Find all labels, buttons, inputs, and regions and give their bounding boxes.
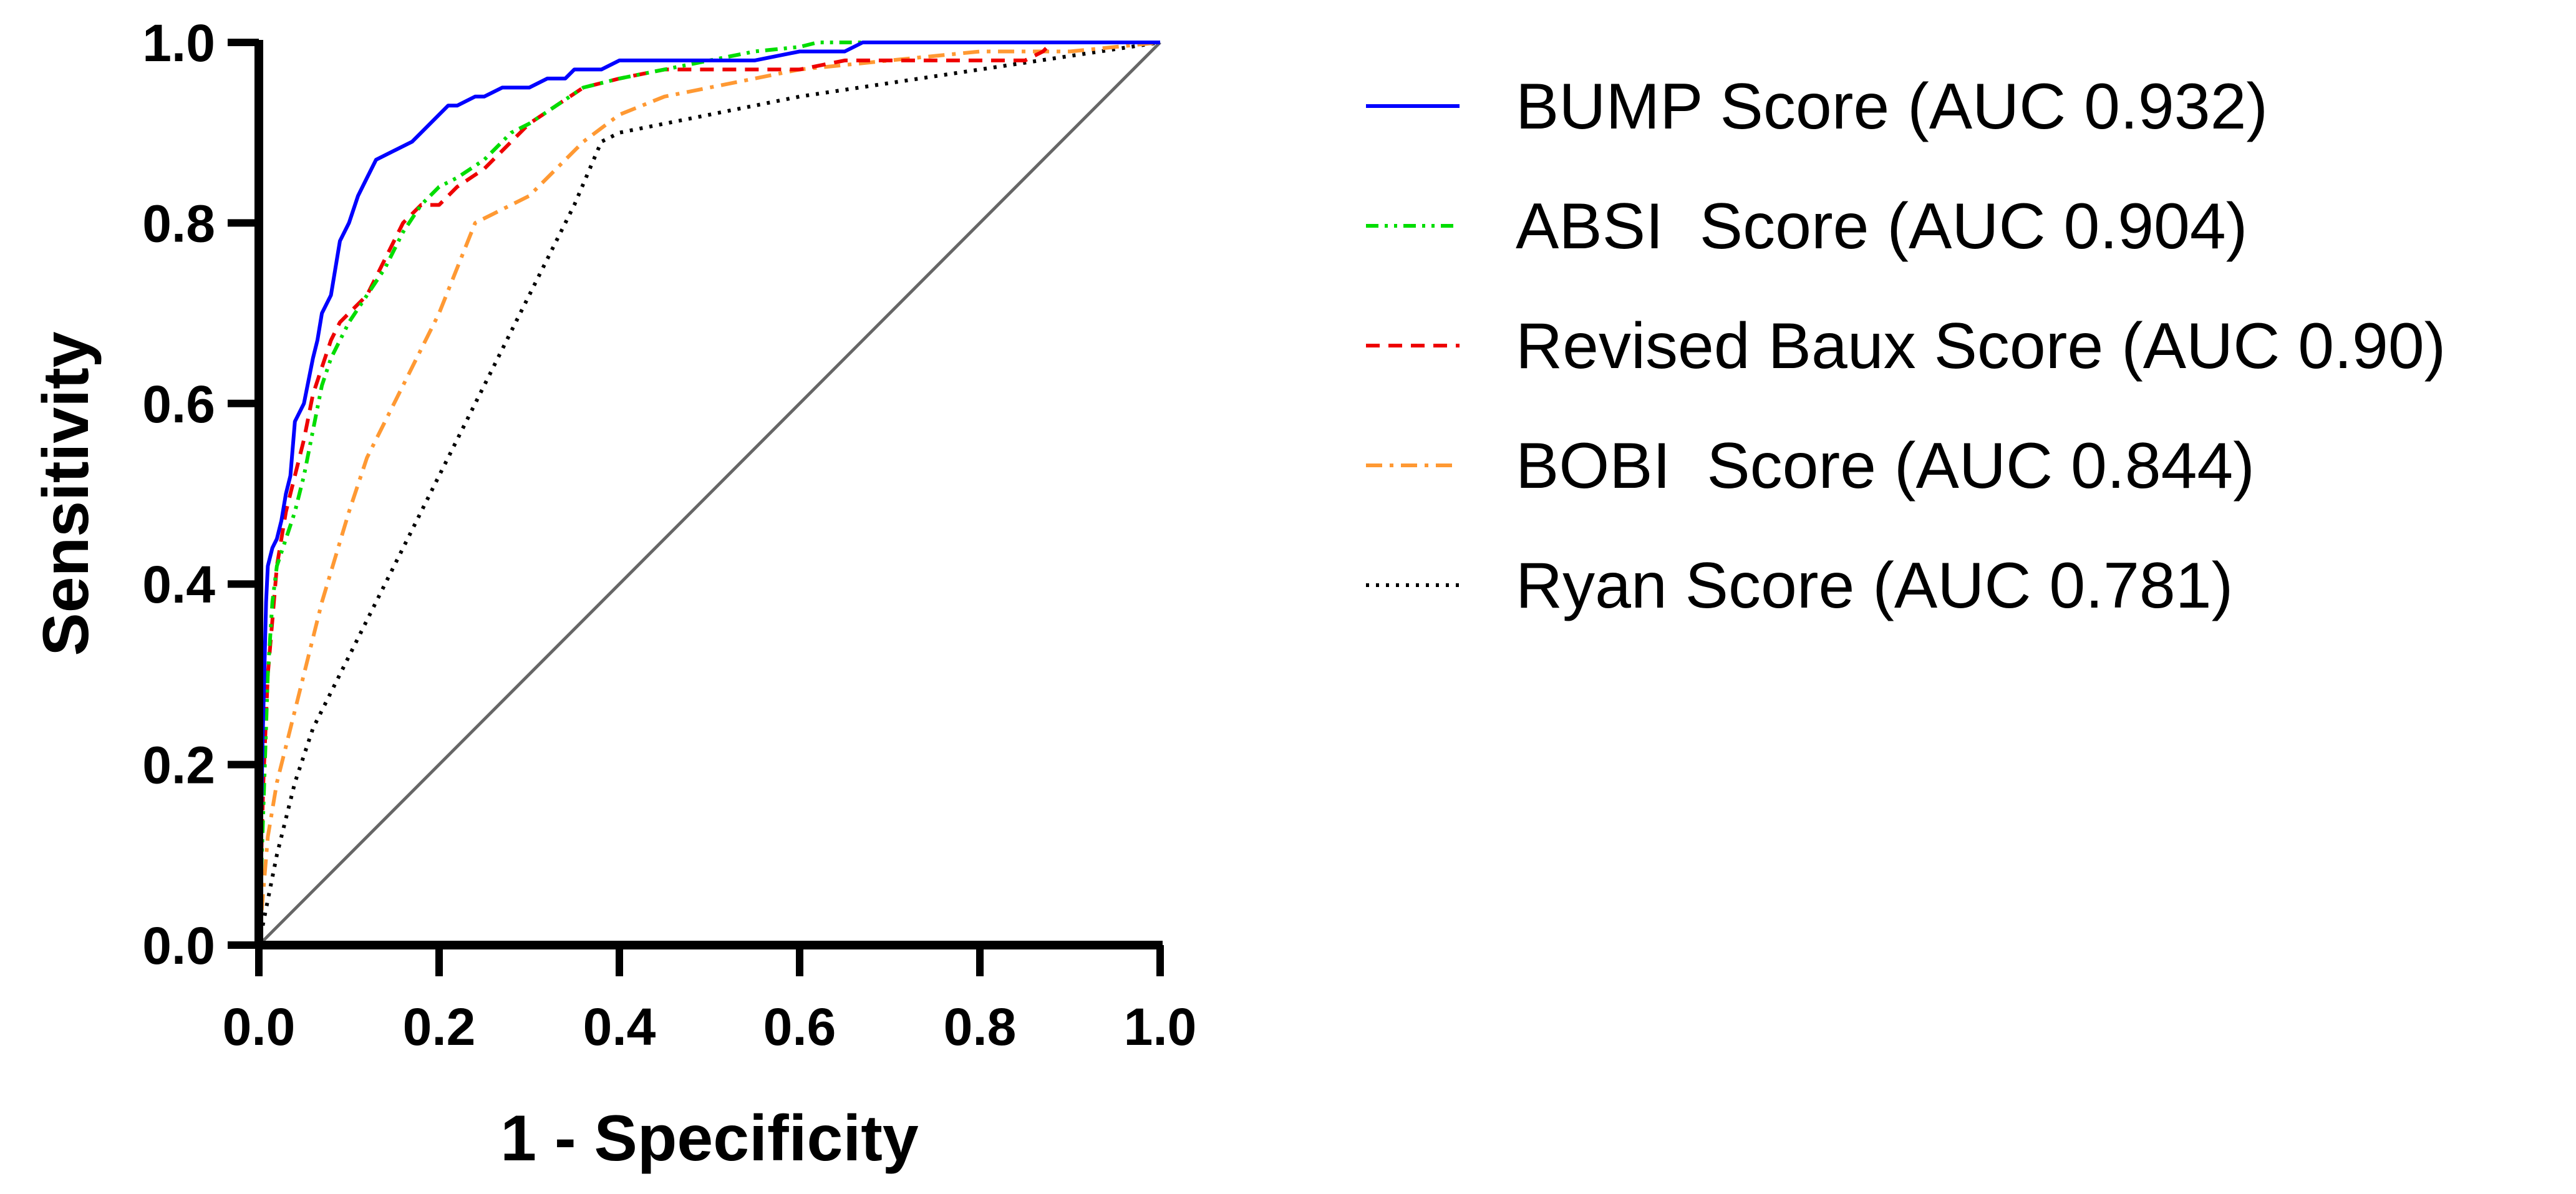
legend-label-3: BOBI Score (AUC 0.844) [1516, 430, 2255, 502]
x-tick-label: 0.6 [763, 997, 836, 1056]
y-tick-label: 1.0 [142, 14, 215, 72]
y-tick-label: 0.2 [142, 736, 215, 795]
legend-label-2: Revised Baux Score (AUC 0.90) [1516, 310, 2446, 382]
legend: BUMP Score (AUC 0.932) ABSI Score (AUC 0.… [1366, 70, 2446, 622]
y-tick-label: 0.0 [142, 916, 215, 975]
x-tick-label: 1.0 [1124, 997, 1197, 1056]
plot-area [257, 41, 1161, 946]
y-tick-label: 0.4 [142, 555, 215, 614]
y-tick-label: 0.8 [142, 194, 215, 253]
x-tick-label: 0.0 [223, 997, 296, 1056]
x-axis-title: 1 - Specificity [500, 1102, 919, 1175]
legend-label-1: ABSI Score (AUC 0.904) [1516, 190, 2247, 263]
legend-label-0: BUMP Score (AUC 0.932) [1516, 70, 2268, 143]
y-axis-title: Sensitivity [30, 331, 102, 656]
x-tick-label: 0.4 [583, 997, 656, 1056]
series-line-1 [257, 41, 1160, 946]
series-line-0 [257, 41, 1160, 946]
reference-diagonal-line [258, 41, 1161, 946]
legend-label-4: Ryan Score (AUC 0.781) [1516, 550, 2233, 622]
axis-ticks: 0.0 0.2 0.4 0.6 0.8 1.0 0.0 0.2 0.4 0.6 0.8 1.0 [142, 14, 1196, 1056]
y-tick-label: 0.6 [142, 375, 215, 434]
series-line-2 [257, 41, 1160, 946]
x-tick-label: 0.2 [403, 997, 476, 1056]
x-tick-label: 0.8 [944, 997, 1017, 1056]
axes [254, 40, 1163, 949]
